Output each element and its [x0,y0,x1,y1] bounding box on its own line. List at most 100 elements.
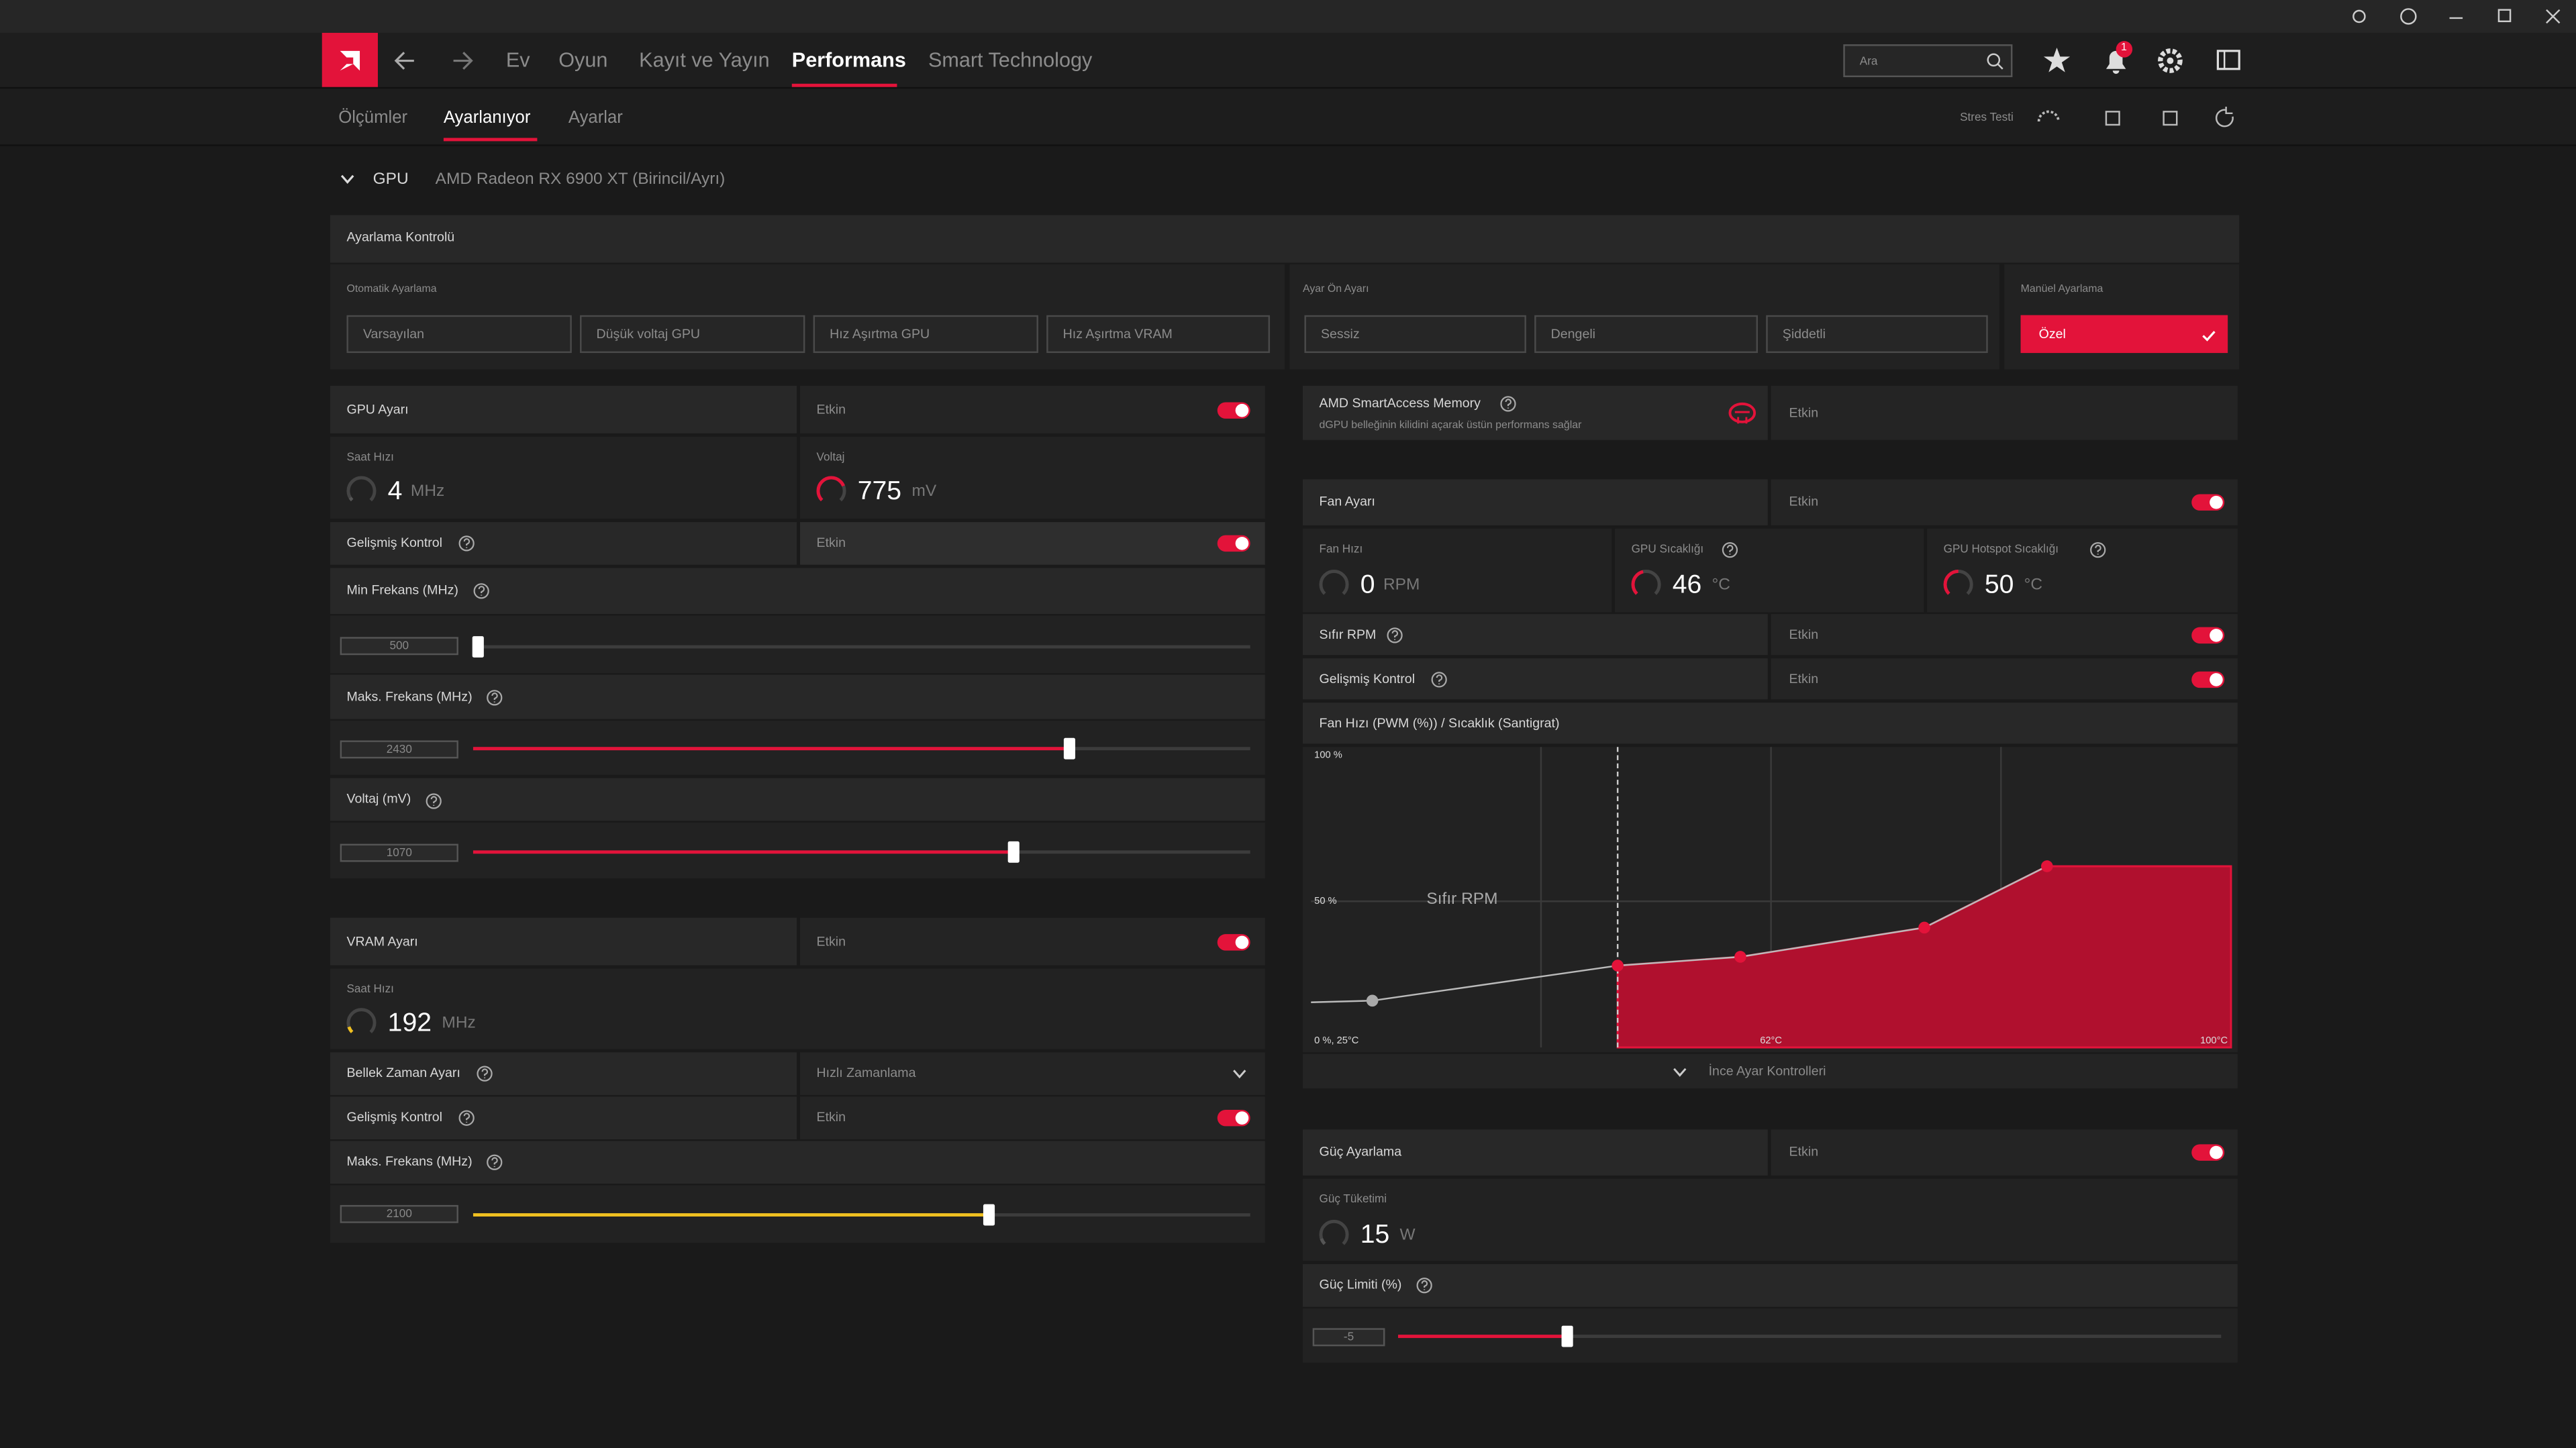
metric-unit: MHz [442,1015,476,1033]
metric-unit: °C [1712,576,1731,594]
toggle[interactable] [2191,494,2225,511]
fine-tune-row[interactable] [1303,1053,2238,1089]
row-header [1303,1129,1768,1176]
option-button[interactable]: Hız Aşırtma GPU [813,315,1038,354]
value-box[interactable]: 2100 [340,1204,458,1223]
button-label: Hız Aşırtma VRAM [1062,326,1173,342]
help-glyph [1421,1280,1428,1290]
help-icon [426,793,442,809]
gpu-name: AMD Radeon RX 6900 XT (Birincil/Ayrı) [435,170,726,189]
sub-nav [0,89,2576,146]
slider-label: Voltaj (mV) [346,791,411,807]
collapse-chevron[interactable] [340,174,355,185]
value-box[interactable]: -5 [1312,1328,1385,1347]
row-header [330,1096,797,1140]
state-label: Etkin [816,535,846,550]
slider-thumb[interactable] [1007,841,1020,863]
chart-title: Fan Hızı (PWM (%)) / Sıcaklık (Santigrat… [1319,715,1560,731]
help-icon [477,1066,493,1082]
help-glyph [430,796,438,806]
option-button[interactable]: Düşük voltaj GPU [580,315,805,354]
help-icon [458,1110,475,1126]
row-header [1303,703,2238,744]
option-button-selected[interactable]: Özel [2020,315,2228,354]
nav-bar [0,32,2576,89]
value-box[interactable]: 1070 [340,843,458,862]
option-button[interactable]: Varsayılan [346,315,572,354]
help-icon [473,583,489,599]
row-header [330,674,1265,719]
search-box[interactable]: Ara [1843,44,2013,77]
expand-chevron [1673,1068,1687,1077]
slider-fill [473,747,1070,751]
metric-label: GPU Hotspot Sıcaklığı [1943,544,2059,556]
section-label: Manüel Ayarlama [2020,283,2103,295]
row-header [330,522,797,565]
toggle[interactable] [1217,535,1250,552]
toggle[interactable] [1217,934,1250,951]
slider-label: Min Frekans (MHz) [346,582,458,598]
help-glyph [478,586,485,596]
row-label: AMD SmartAccess Memory [1319,395,1481,411]
toolbar-icons[interactable] [2043,46,2249,76]
nav-tab[interactable]: Ev [505,48,530,72]
help-glyph [1436,674,1443,684]
help-circle [458,535,475,552]
history-arrows[interactable] [394,51,476,70]
row-header [1303,479,1768,525]
curve-point[interactable] [1612,960,1624,972]
value-box[interactable]: 500 [340,637,458,656]
slider-thumb[interactable] [1063,737,1076,760]
curve-point[interactable] [1918,921,1930,934]
toggle[interactable] [2191,1144,2225,1161]
help-circle [2090,542,2106,558]
option-button[interactable]: Şiddetli [1766,315,1988,354]
sub-tab[interactable]: Ayarlar [568,107,623,128]
tuning-panel [330,215,2240,263]
sub-tab-active[interactable]: Ayarlanıyor [443,107,531,128]
action-icons[interactable] [2037,107,2241,128]
slider-row [330,615,1265,674]
metric-cell [1303,1178,2238,1261]
metric-cell [1303,528,1612,613]
option-button[interactable]: Sessiz [1304,315,1526,354]
axis-label: 100°C [2200,1035,2228,1046]
option-button[interactable]: Hız Aşırtma VRAM [1046,315,1271,354]
row-state [1771,614,2238,656]
sub-tab[interactable]: Ölçümler [338,107,408,128]
slider-thumb[interactable] [1561,1325,1573,1347]
slider-thumb[interactable] [983,1204,995,1226]
metric-unit: MHz [410,482,445,501]
toggle[interactable] [1217,402,1250,419]
curve-point[interactable] [1734,951,1746,963]
help-circle [426,793,442,809]
help-circle [458,1110,475,1126]
gauge-fill [1943,570,1973,600]
nav-tab[interactable]: Oyun [558,48,608,72]
nav-tab[interactable]: Smart Technology [928,48,1093,72]
nav-tab-active[interactable]: Performans [791,48,906,72]
help-circle [1500,396,1516,412]
panel-title: Ayarlama Kontrolü [346,229,455,245]
metric-value: 46 [1672,571,1702,600]
curve-point[interactable] [2041,860,2053,872]
window-controls[interactable] [2349,7,2563,26]
toggle[interactable] [2191,671,2225,688]
dropdown[interactable] [800,1052,1265,1095]
stress-test[interactable]: Stres Testi [1960,112,2014,124]
help-glyph [2095,544,2101,555]
toggle[interactable] [2191,627,2225,644]
toggle[interactable] [1217,1109,1250,1127]
curve-point[interactable] [1366,994,1379,1007]
value-box[interactable]: 2430 [340,740,458,759]
row-state [1771,1129,2238,1176]
amd-logo[interactable] [321,32,378,87]
slider-thumb[interactable] [472,636,484,658]
curve-lead [1311,1000,1373,1003]
row-description: dGPU belleğinin kilidini açarak üstün pe… [1319,419,1582,431]
help-glyph [491,1157,498,1168]
nav-tab[interactable]: Kayıt ve Yayın [639,48,770,72]
fan-curve-chart[interactable]: 100 % 50 % 0 %, 25°C 62°C 100°C Sıfır RPM [1303,747,2239,1052]
help-icon [1500,396,1516,412]
option-button[interactable]: Dengeli [1534,315,1758,354]
